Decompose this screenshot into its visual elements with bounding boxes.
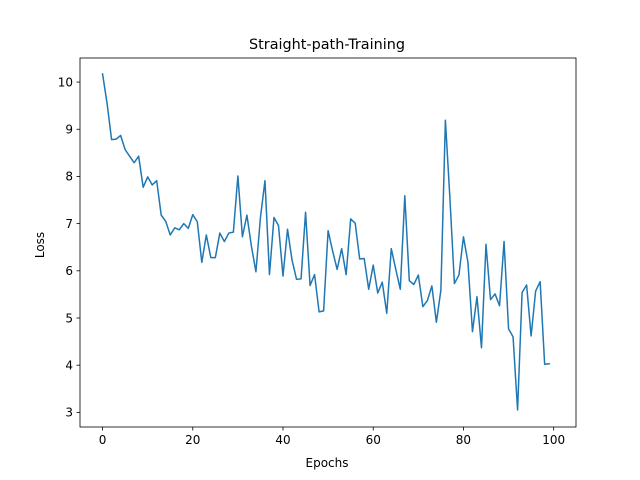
x-tick-label: 0 xyxy=(99,433,107,447)
y-tick-label: 10 xyxy=(58,75,73,89)
plot-area: 0 20 40 60 80 100 3 4 5 6 7 8 9 10 xyxy=(58,57,577,447)
x-tick-label: 80 xyxy=(456,433,471,447)
chart-title: Straight-path-Training xyxy=(249,37,405,53)
x-tick-label: 20 xyxy=(185,433,200,447)
y-axis-label: Loss xyxy=(33,232,47,258)
y-tick-label: 6 xyxy=(65,264,73,278)
y-tick-label: 5 xyxy=(65,311,73,325)
y-tick-label: 9 xyxy=(65,123,73,137)
x-tick-label: 40 xyxy=(275,433,290,447)
plot-frame xyxy=(79,57,577,428)
y-tick-label: 8 xyxy=(65,170,73,184)
y-tick-label: 3 xyxy=(65,406,73,420)
y-tick-label: 4 xyxy=(65,358,73,372)
x-tick-label: 100 xyxy=(542,433,565,447)
loss-series-line xyxy=(101,73,550,411)
y-tick-label: 7 xyxy=(65,217,73,231)
x-axis-label: Epochs xyxy=(306,456,349,470)
x-tick-label: 60 xyxy=(366,433,381,447)
